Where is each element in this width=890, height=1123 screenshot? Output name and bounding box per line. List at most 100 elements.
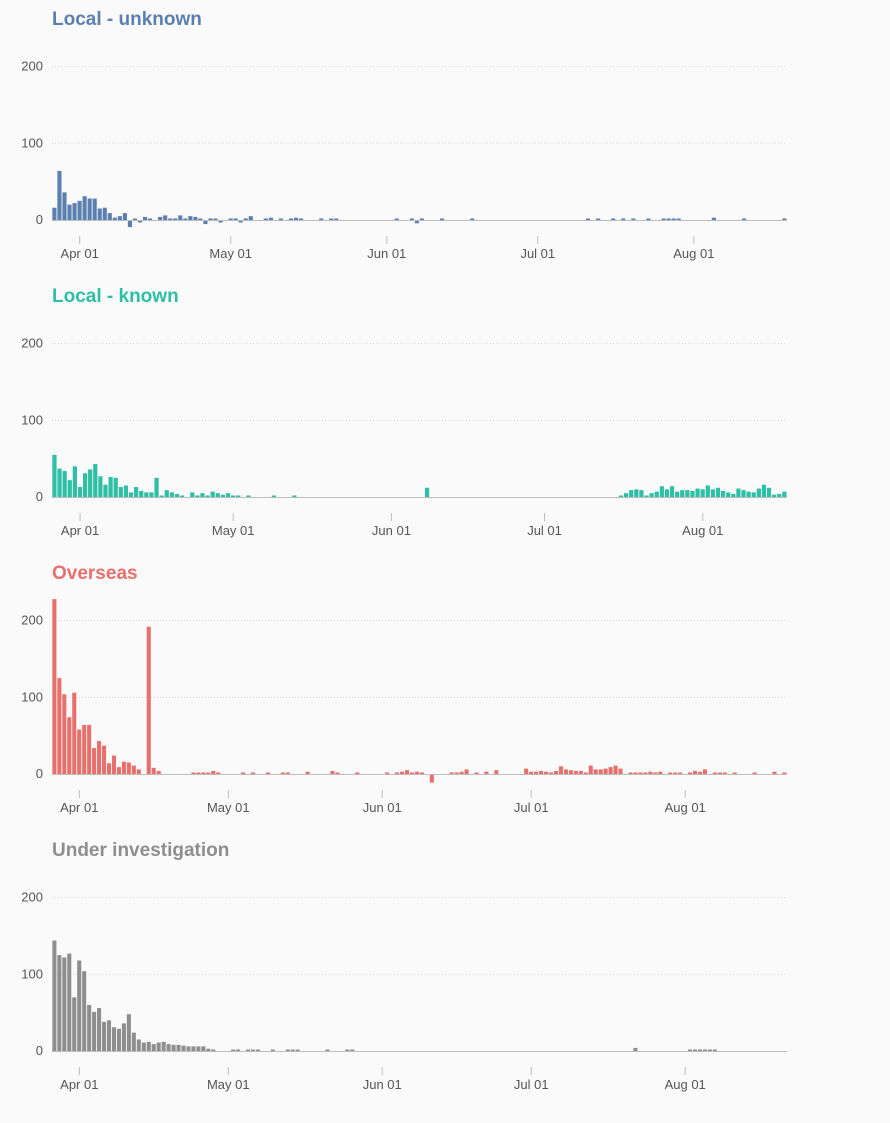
bar-chart-overseas: 0 100 200 Apr 01 May 01 Jun 01 Jul 01 Aug 01 <box>21 599 787 815</box>
bar-local-unknown-24 <box>173 218 178 220</box>
bar-under-investigation-12 <box>111 1027 117 1051</box>
bar-local-unknown-1 <box>57 170 62 220</box>
bar-overseas-103 <box>563 769 568 774</box>
bar-local-known-10 <box>103 484 108 497</box>
chart-panel-under-investigation: Under investigation 0 100 200 Apr 01 May 01 J… <box>0 831 890 1108</box>
y-tick-label-200: 200 <box>21 59 43 74</box>
bar-local-unknown-14 <box>122 213 127 220</box>
bar-local-known-113 <box>629 490 634 497</box>
bar-under-investigation-8 <box>92 1011 97 1051</box>
bar-overseas-5 <box>77 729 82 774</box>
bar-local-known-140 <box>766 487 772 497</box>
bar-under-investigation-37 <box>236 1049 241 1051</box>
bar-local-known-4 <box>72 466 77 497</box>
x-tick-label-1: May 01 <box>212 523 255 538</box>
bar-under-investigation-18 <box>141 1042 146 1051</box>
bar-under-investigation-41 <box>255 1049 261 1051</box>
chart-title-local-unknown: Local - unknown <box>52 9 202 30</box>
bar-overseas-106 <box>578 770 583 774</box>
bar-under-investigation-47 <box>285 1049 290 1051</box>
bar-local-known-32 <box>215 493 220 497</box>
bar-local-unknown-37 <box>238 221 243 223</box>
bar-under-investigation-131 <box>702 1049 707 1051</box>
bar-overseas-105 <box>573 770 578 774</box>
bar-local-unknown-9 <box>97 208 102 220</box>
bar-local-known-124 <box>685 490 690 497</box>
bar-local-unknown-12 <box>112 217 117 220</box>
x-tick-label-0: Apr 01 <box>61 523 99 538</box>
bar-local-unknown-13 <box>117 216 122 220</box>
bar-local-unknown-0 <box>52 207 57 220</box>
x-tick-label-1: May 01 <box>209 246 252 261</box>
bar-overseas-117 <box>633 772 638 774</box>
bar-local-unknown-16 <box>132 218 138 220</box>
bar-overseas-6 <box>82 724 87 774</box>
bar-chart-local-unknown: 0 100 200 Apr 01 May 01 Jun 01 Jul 01 Aug 01 <box>21 59 787 261</box>
bar-overseas-9 <box>97 741 102 774</box>
bar-under-investigation-39 <box>246 1049 251 1051</box>
bar-local-unknown-8 <box>92 198 97 220</box>
bar-local-known-15 <box>128 492 134 497</box>
bar-overseas-29 <box>196 772 201 774</box>
bar-overseas-57 <box>335 772 340 774</box>
bar-local-known-130 <box>715 487 721 497</box>
bar-local-known-112 <box>624 493 629 497</box>
bar-local-known-23 <box>169 492 174 497</box>
bar-local-known-19 <box>149 492 154 497</box>
bar-local-known-8 <box>93 464 98 497</box>
bar-local-unknown-36 <box>233 218 238 220</box>
bar-local-unknown-55 <box>329 218 334 220</box>
bar-local-unknown-48 <box>293 217 299 220</box>
bar-local-known-22 <box>164 490 169 497</box>
x-tick-label-2: Jun 01 <box>367 246 406 261</box>
bar-local-known-24 <box>174 493 180 497</box>
bar-local-unknown-72 <box>414 221 419 224</box>
bar-overseas-80 <box>449 772 454 774</box>
bar-local-known-2 <box>62 470 67 497</box>
bar-under-investigation-32 <box>211 1049 216 1051</box>
bar-local-unknown-19 <box>148 218 153 220</box>
bar-local-known-17 <box>139 490 144 497</box>
chart-panel-local-known: Local - known 0 100 200 Apr 01 May 01 Jun 01 J… <box>0 277 890 554</box>
bar-local-unknown-21 <box>158 216 163 220</box>
chart-panel-local-unknown: Local - unknown 0 100 200 Apr 01 May 01 Jun 0… <box>0 0 890 277</box>
bar-local-unknown-43 <box>268 217 273 220</box>
bar-under-investigation-133 <box>712 1049 717 1051</box>
bar-local-unknown-17 <box>137 221 143 223</box>
bar-local-known-36 <box>236 495 241 497</box>
bar-local-unknown-2 <box>62 192 67 220</box>
bar-local-known-18 <box>144 492 149 497</box>
bar-overseas-3 <box>67 717 72 774</box>
x-tick-label-3: Jul 01 <box>527 523 562 538</box>
bar-overseas-16 <box>131 765 136 774</box>
bar-overseas-12 <box>111 755 117 774</box>
bar-overseas-133 <box>712 772 717 774</box>
bar-overseas-85 <box>474 772 479 774</box>
x-tick-label-3: Jul 01 <box>520 246 555 261</box>
bar-local-known-12 <box>113 477 118 497</box>
bar-overseas-69 <box>395 772 400 774</box>
bar-under-investigation-129 <box>692 1049 698 1051</box>
bar-local-known-13 <box>118 487 123 497</box>
bar-local-known-1 <box>57 468 62 497</box>
y-tick-label-0: 0 <box>36 489 43 504</box>
bar-local-unknown-11 <box>107 213 112 220</box>
bar-local-unknown-111 <box>611 218 616 220</box>
bar-under-investigation-6 <box>82 971 87 1051</box>
bar-overseas-46 <box>280 772 285 774</box>
y-tick-label-0: 0 <box>36 1043 43 1058</box>
x-tick-label-0: Apr 01 <box>61 246 99 261</box>
y-tick-label-100: 100 <box>21 689 43 704</box>
bar-under-investigation-22 <box>161 1041 166 1051</box>
bar-overseas-61 <box>355 772 360 774</box>
bar-overseas-2 <box>62 694 67 774</box>
bar-under-investigation-40 <box>250 1049 256 1051</box>
bar-local-known-29 <box>200 493 205 497</box>
bar-overseas-47 <box>285 772 290 774</box>
bar-overseas-11 <box>106 763 112 774</box>
bar-under-investigation-48 <box>290 1049 295 1051</box>
bar-local-unknown-39 <box>248 216 253 220</box>
bar-local-unknown-29 <box>198 218 203 220</box>
x-tick-label-4: Aug 01 <box>673 246 714 261</box>
bar-local-known-126 <box>695 488 700 497</box>
